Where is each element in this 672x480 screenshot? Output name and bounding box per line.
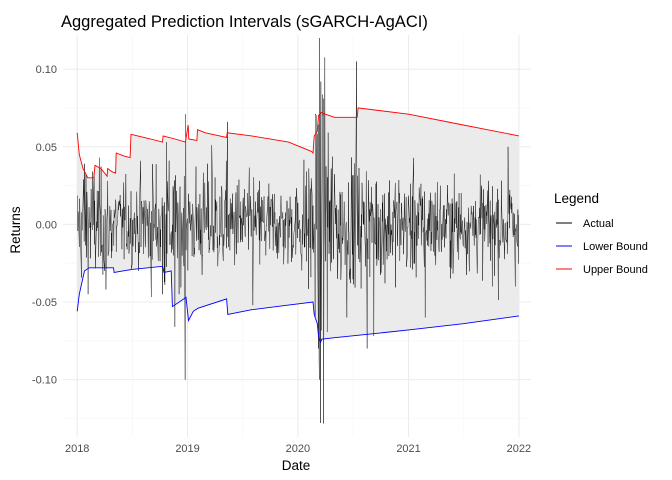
legend-label: Actual (583, 218, 614, 230)
x-axis-title: Date (282, 458, 311, 473)
x-tick-label: 2018 (65, 443, 89, 455)
legend-entry: Lower Bound (556, 241, 648, 253)
x-tick-label: 2020 (286, 443, 310, 455)
legend-entry: Actual (556, 218, 614, 230)
y-tick-label: 0.00 (36, 219, 57, 231)
y-tick-label: -0.10 (32, 375, 57, 387)
chart-title: Aggregated Prediction Intervals (sGARCH-… (61, 13, 428, 31)
legend-title: Legend (554, 191, 599, 206)
legend-label: Lower Bound (583, 241, 648, 253)
actual-series (76, 38, 519, 424)
legend-entries: Actual Lower Bound Upper Bound (556, 218, 648, 276)
y-tick-label: 0.05 (36, 142, 57, 154)
upper-bound-series (76, 107, 519, 179)
lower-bound-series (76, 265, 519, 344)
y-tick-label: -0.05 (32, 297, 57, 309)
legend-label: Upper Bound (583, 264, 648, 276)
x-tick-label: 2022 (507, 443, 531, 455)
legend-entry: Upper Bound (556, 264, 648, 276)
x-tick-label: 2019 (175, 443, 199, 455)
legend: Legend Actual Lower Bound Upper Bound (554, 191, 648, 276)
x-axis-ticks: 2018 2019 2020 2021 2022 (65, 443, 531, 455)
y-axis-ticks: -0.10 -0.05 0.00 0.05 0.10 (32, 64, 57, 386)
y-tick-label: 0.10 (36, 64, 57, 76)
y-axis-title: Returns (8, 206, 23, 254)
x-tick-label: 2021 (396, 443, 420, 455)
actual-line (76, 38, 519, 424)
prediction-interval-band (77, 107, 519, 343)
